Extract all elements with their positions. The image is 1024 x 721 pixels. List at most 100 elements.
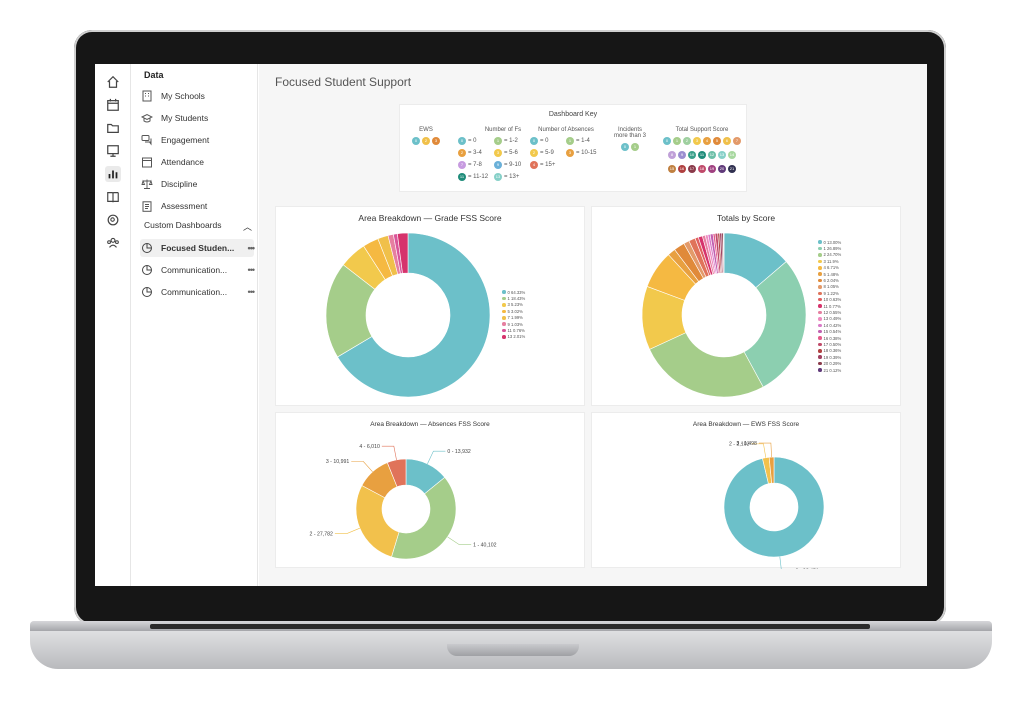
key-absences-header: Number of Absences [538,127,594,133]
key-badge: 3 [494,149,502,157]
dashboard-item-communication-1[interactable]: Communication... ••• [140,261,256,279]
key-entry: 9 = 9-10 [494,161,528,169]
legend-swatch [502,296,506,301]
legend-item: 9 1.22% [818,290,841,296]
key-entry: 0 = 0 [530,137,564,145]
key-badge: 9 [494,161,502,169]
legend-item: 1 18.43% [502,295,525,301]
legend-item: 10 0.63% [818,297,841,303]
calendar-icon[interactable] [105,97,121,113]
sidebar-item-my-students[interactable]: My Students [140,109,254,127]
dashboard-item-focused-student[interactable]: Focused Studen... ••• [140,239,256,257]
donut-slice-3[interactable] [768,456,775,484]
donut-slice-0[interactable] [723,456,825,558]
legend-item: 8 1.05% [818,284,841,290]
legend-item: 4 6.71% [818,265,841,271]
legend-label: 16 0.38% [823,335,842,341]
more-options-icon[interactable]: ••• [247,243,256,253]
key-incidents-header-1: Incidents [617,127,642,133]
sidebar-item-my-schools[interactable]: My Schools [140,87,254,105]
donut-slice-1[interactable] [743,261,807,388]
legend-item: 21 0.12% [818,367,841,373]
key-badge: 20 [718,165,726,173]
donut-slice-13[interactable] [396,232,409,274]
folder-icon[interactable] [105,120,121,136]
legend-item: 3 11.9% [818,258,841,264]
callout-line [351,461,373,472]
legend-item: 0 64.33% [502,289,525,295]
legend-item: 5 1.48% [818,271,841,277]
legend-item: 16 0.38% [818,335,841,341]
presentation-icon[interactable] [105,143,121,159]
key-entry-label: = 9-10 [504,162,522,168]
bar-chart-icon[interactable] [105,166,121,182]
main-content: Focused Student Support Dashboard Key EW… [259,64,927,586]
key-badge: 11 [698,151,706,159]
legend-label: 7 1.99% [507,315,523,321]
callout-line [751,443,767,458]
key-fs: Number of Fs 0 = 0 1 = 1-2 2 = 3-4 3 = 5-6 7 = 7-… [458,127,548,185]
legend-label: 5 3.02% [507,308,523,314]
key-entry-label: = 0 [468,138,477,144]
legend-item: 5 3.02% [502,308,525,314]
legend-swatch [818,259,822,264]
key-absences: Number of Absences 0 = 0 1 = 1-4 2 = 5-9 3 = 10… [530,127,602,173]
users-icon[interactable] [105,235,121,251]
donut-slice-1[interactable] [391,476,457,560]
custom-dashboards-header[interactable]: Custom Dashboards ︿ [144,220,252,233]
legend-item: 17 0.50% [818,341,841,347]
legend-swatch [502,303,506,307]
totals-by-score-donut-chart [641,232,807,398]
sidebar-item-engagement[interactable]: Engagement [140,131,254,149]
clipboard-icon [140,199,154,213]
key-entry-label: = 15+ [540,162,556,168]
more-options-icon[interactable]: ••• [247,287,256,297]
book-icon[interactable] [105,189,121,205]
pie-chart-icon [140,263,154,277]
legend-label: 9 1.03% [507,321,523,327]
key-entry-label: = 7-8 [468,162,482,168]
legend-item: 14 0.42% [818,322,841,328]
donut-slice-21[interactable] [723,232,725,274]
chart-card-ews-fss: Area Breakdown — EWS FSS Score 0 - 93,45… [591,412,901,569]
key-entry-label: = 0 [540,138,549,144]
search-icon[interactable] [105,212,121,228]
key-badge: 2 [422,137,430,145]
key-badge: 2 [458,149,466,157]
chevron-up-icon[interactable]: ︿ [242,222,252,232]
legend-label: 10 0.63% [823,297,842,303]
key-ews-header: EWS [419,127,433,133]
donut-slice-4[interactable] [386,458,407,488]
sidebar-item-label: Assessment [161,201,208,211]
legend-swatch [818,246,822,251]
key-total-support-rows: 0 1 2 3 4 5 6 7 8 9 10 11 12 13 14 15 16 17 18 19 20 21 [662,137,742,173]
sidebar-item-assessment[interactable]: Assessment [140,197,254,215]
legend-swatch [818,349,822,353]
key-badge: 1 [673,137,681,145]
key-badge: 2 [683,137,691,145]
dashboard-item-communication-2[interactable]: Communication... ••• [140,283,256,301]
key-badge: 13 [718,151,726,159]
legend-label: 11 0.76% [507,328,525,334]
legend-label: 19 0.39% [823,354,842,360]
legend-swatch [818,240,822,244]
sidebar-item-attendance[interactable]: Attendance [140,153,254,171]
key-entry-label: = 5-6 [504,150,518,156]
donut-slice-0[interactable] [337,232,491,398]
legend-swatch [502,290,506,294]
calendar-icon [140,155,154,169]
donut-slice-2[interactable] [355,485,400,558]
legend-item: 1 26.89% [818,245,841,251]
home-icon[interactable] [105,74,121,90]
sidebar-item-discipline[interactable]: Discipline [140,175,254,193]
legend-item: 19 0.39% [818,354,841,360]
key-badge: 4 [703,137,711,145]
grade-fss-donut-chart [325,232,491,398]
legend-swatch [818,291,822,296]
app-screen: Data My Schools My Students Engagement A… [95,64,927,586]
donut-slice-2[interactable] [649,332,764,398]
more-options-icon[interactable]: ••• [247,265,256,275]
key-badge: 4 [530,161,538,169]
legend-swatch [818,310,822,315]
